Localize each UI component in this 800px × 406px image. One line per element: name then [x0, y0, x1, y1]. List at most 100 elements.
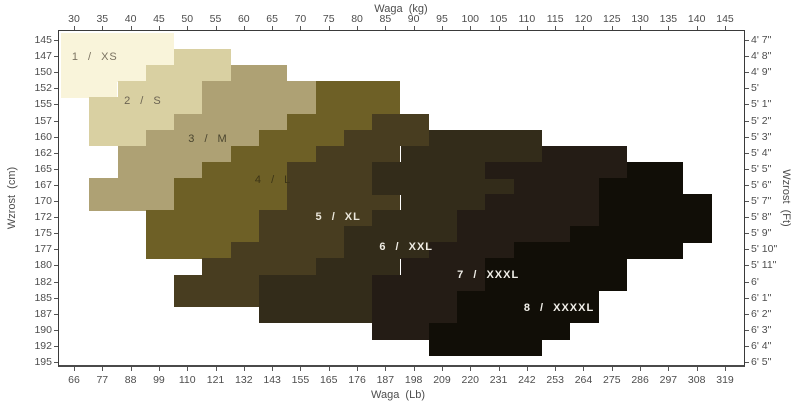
tick-mark — [745, 104, 749, 106]
ft-tick-label: 5' 8" — [751, 211, 772, 224]
lb-tick-label: 297 — [659, 374, 678, 386]
kg-tick-label: 125 — [603, 13, 621, 25]
tick-mark — [74, 26, 75, 30]
tick-mark — [745, 329, 749, 331]
tick-mark — [745, 249, 749, 251]
lb-tick-label: 253 — [546, 374, 564, 386]
size-region-xxxl — [372, 322, 429, 340]
size-region-l — [315, 97, 401, 115]
cm-tick-label: 172 — [34, 211, 52, 224]
tick-mark — [745, 362, 749, 363]
tick-mark — [130, 26, 132, 30]
size-region-l — [145, 226, 259, 243]
size-label-xxl: 6 / XXL — [379, 241, 434, 254]
cm-tick-label: 175 — [34, 227, 52, 240]
tick-mark — [54, 104, 58, 106]
tick-mark — [745, 217, 749, 219]
size-region-xxl — [372, 161, 486, 179]
cm-tick-label: 182 — [34, 275, 52, 288]
ft-tick-label: 5' 10" — [751, 243, 778, 256]
tick-mark — [54, 120, 58, 122]
size-region-xl — [259, 226, 344, 243]
size-region-xl — [315, 145, 401, 163]
cm-tick-label: 155 — [34, 98, 52, 111]
tick-mark — [54, 40, 58, 41]
tick-mark — [328, 26, 330, 30]
tick-mark — [300, 367, 302, 371]
size-region-l — [174, 193, 288, 211]
lb-tick-label: 242 — [518, 374, 536, 386]
size-region-xxxxl — [485, 258, 627, 276]
tick-mark — [611, 26, 613, 30]
size-label-xxxxl: 8 / XXXXL — [523, 302, 595, 315]
tick-mark — [745, 40, 749, 41]
tick-mark — [696, 367, 698, 371]
tick-mark — [300, 26, 302, 30]
size-label-xl: 5 / XL — [315, 210, 361, 223]
tick-mark — [745, 88, 749, 90]
tick-mark — [328, 367, 330, 371]
tick-mark — [54, 329, 58, 331]
tick-mark — [54, 297, 58, 299]
lb-tick-label: 165 — [319, 374, 338, 386]
tick-mark — [498, 26, 500, 30]
tick-mark — [555, 367, 557, 371]
tick-mark — [745, 56, 749, 58]
lb-tick-label: 187 — [376, 374, 395, 386]
kg-tick-label: 75 — [322, 13, 335, 25]
plot-area: 1 / XS 2 / S 3 / M 4 / L 5 / XL 6 / XXL 7 / XX… — [58, 30, 745, 367]
tick-mark — [640, 26, 642, 30]
size-region-xxxxl — [598, 210, 712, 227]
tick-mark — [54, 136, 58, 138]
cm-tick-label: 192 — [34, 339, 52, 352]
size-region-l — [287, 113, 373, 131]
size-region-xxxl — [400, 258, 486, 276]
tick-mark — [745, 72, 749, 74]
size-region-xxxxl — [457, 306, 599, 324]
size-region-xxxl — [513, 177, 599, 195]
size-label-l: 4 / L — [254, 173, 292, 186]
tick-mark — [745, 152, 749, 154]
size-region-m — [117, 161, 203, 179]
size-region-xxl — [259, 274, 373, 292]
lb-tick-label: 198 — [404, 374, 423, 386]
size-region-xl — [230, 242, 344, 260]
tick-mark — [54, 168, 58, 170]
size-region-xxxl — [372, 306, 458, 324]
size-region-xxxxl — [428, 338, 542, 356]
cm-tick-label: 152 — [34, 82, 52, 95]
size-region-xs — [60, 49, 174, 66]
tick-mark — [696, 26, 698, 30]
size-region-m — [230, 65, 288, 82]
cm-tick-label: 195 — [34, 356, 52, 368]
ft-tick-label: 4' 7" — [751, 34, 772, 46]
tick-mark — [745, 297, 749, 299]
size-region-xxxl — [457, 210, 599, 227]
cm-tick-label: 150 — [34, 66, 52, 79]
size-region-xxxl — [485, 193, 599, 211]
tick-mark — [187, 26, 189, 30]
ft-tick-label: 6' 3" — [751, 323, 772, 336]
kg-tick-label: 35 — [96, 13, 109, 25]
cm-tick-label: 170 — [34, 195, 52, 207]
tick-mark — [215, 26, 217, 30]
x-axis-title-bottom: Waga (Lb) — [370, 389, 426, 401]
tick-mark — [54, 362, 58, 363]
size-region-s — [89, 113, 175, 131]
tick-mark — [583, 26, 585, 30]
tick-mark — [357, 367, 359, 371]
cm-tick-label: 162 — [34, 146, 52, 159]
tick-mark — [272, 26, 274, 30]
lb-tick-label: 275 — [603, 374, 621, 386]
tick-mark — [54, 265, 58, 267]
lb-tick-label: 132 — [235, 374, 253, 386]
size-region-xl — [174, 274, 259, 292]
y-axis-title-right: Wzrost (Ft) — [780, 169, 792, 227]
size-region-xxl — [343, 226, 458, 243]
size-region-xl — [287, 193, 401, 211]
size-region-l — [145, 210, 259, 227]
size-region-m — [202, 81, 316, 99]
kg-tick-label: 85 — [379, 13, 392, 25]
size-region-xxxl — [372, 290, 458, 308]
tick-mark — [54, 152, 58, 154]
